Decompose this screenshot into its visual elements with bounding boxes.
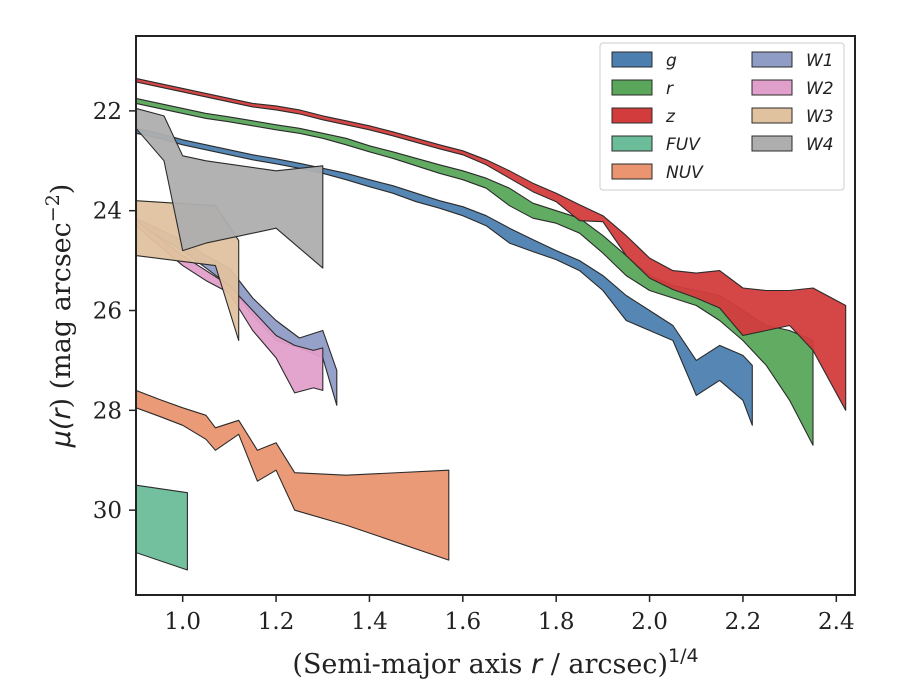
y-axis-label-post: )	[46, 184, 77, 195]
legend-swatch-r	[611, 79, 653, 96]
legend-swatch-w4	[751, 135, 793, 152]
legend-label-g: g	[666, 51, 677, 71]
x-axis-label-sup: 1/4	[668, 645, 699, 667]
x-tick-label: 2.0	[631, 609, 668, 635]
y-axis-label-sup: −2	[42, 194, 64, 222]
y-tick-label: 30	[93, 498, 122, 524]
band-nuv	[136, 389, 450, 561]
y-axis-label-pre: μ(	[46, 418, 77, 448]
band-fuv	[136, 484, 188, 571]
y-tick-label: 22	[93, 99, 122, 125]
band-w4	[136, 107, 324, 269]
x-tick-label: 1.2	[258, 609, 295, 635]
legend-label-fuv: FUV	[666, 135, 701, 155]
y-axis-label-var: r	[46, 407, 77, 420]
x-tick-label: 1.4	[351, 609, 388, 635]
x-tick-label: 1.0	[164, 609, 201, 635]
band-g	[136, 127, 753, 426]
x-axis-label-post: / arcsec)	[542, 649, 668, 680]
legend-label-w2: W2	[806, 79, 834, 99]
legend-swatch-z	[611, 107, 653, 124]
profile-bands	[136, 77, 847, 571]
legend-swatch-w1	[751, 51, 793, 68]
legend-label-r: r	[666, 79, 674, 99]
y-tick-label: 28	[93, 398, 122, 424]
x-axis-label-pre: (Semi-major axis	[292, 649, 531, 680]
legend: grz FUV NUV W1 W2 W3 W4	[599, 42, 845, 191]
legend-swatch-w3	[751, 107, 793, 124]
x-axis-label: (Semi-major axis r / arcsec)1/4	[292, 645, 698, 680]
x-tick-label: 1.8	[538, 609, 575, 635]
x-axis-ticks: 1.0 1.2 1.4 1.6 1.8 2.0 2.2 2.4	[164, 595, 855, 635]
y-axis-ticks: 22 24 26 28 30	[93, 99, 136, 524]
x-tick-label: 1.6	[445, 609, 482, 635]
legend-label-nuv: NUV	[666, 163, 704, 183]
x-tick-label: 2.2	[725, 609, 762, 635]
legend-label-w4: W4	[806, 135, 834, 155]
legend-swatch-nuv	[611, 163, 653, 180]
y-tick-label: 24	[93, 199, 122, 225]
x-tick-label: 2.4	[818, 609, 855, 635]
band-r	[136, 97, 814, 446]
legend-label-w1: W1	[806, 51, 834, 71]
x-axis-label-var: r	[531, 649, 544, 680]
legend-label-z: z	[665, 107, 676, 127]
legend-swatch-w2	[751, 79, 793, 96]
legend-swatch-fuv	[611, 135, 653, 152]
band-z	[136, 77, 847, 411]
y-axis-label: μ(r) (mag arcsec−2)	[42, 184, 77, 449]
plot-frame	[135, 35, 856, 596]
y-tick-label: 26	[93, 299, 122, 325]
legend-label-w3: W3	[806, 107, 834, 127]
legend-swatch-g	[611, 51, 653, 68]
y-axis-label-mid: ) (mag arcsec	[46, 222, 77, 408]
